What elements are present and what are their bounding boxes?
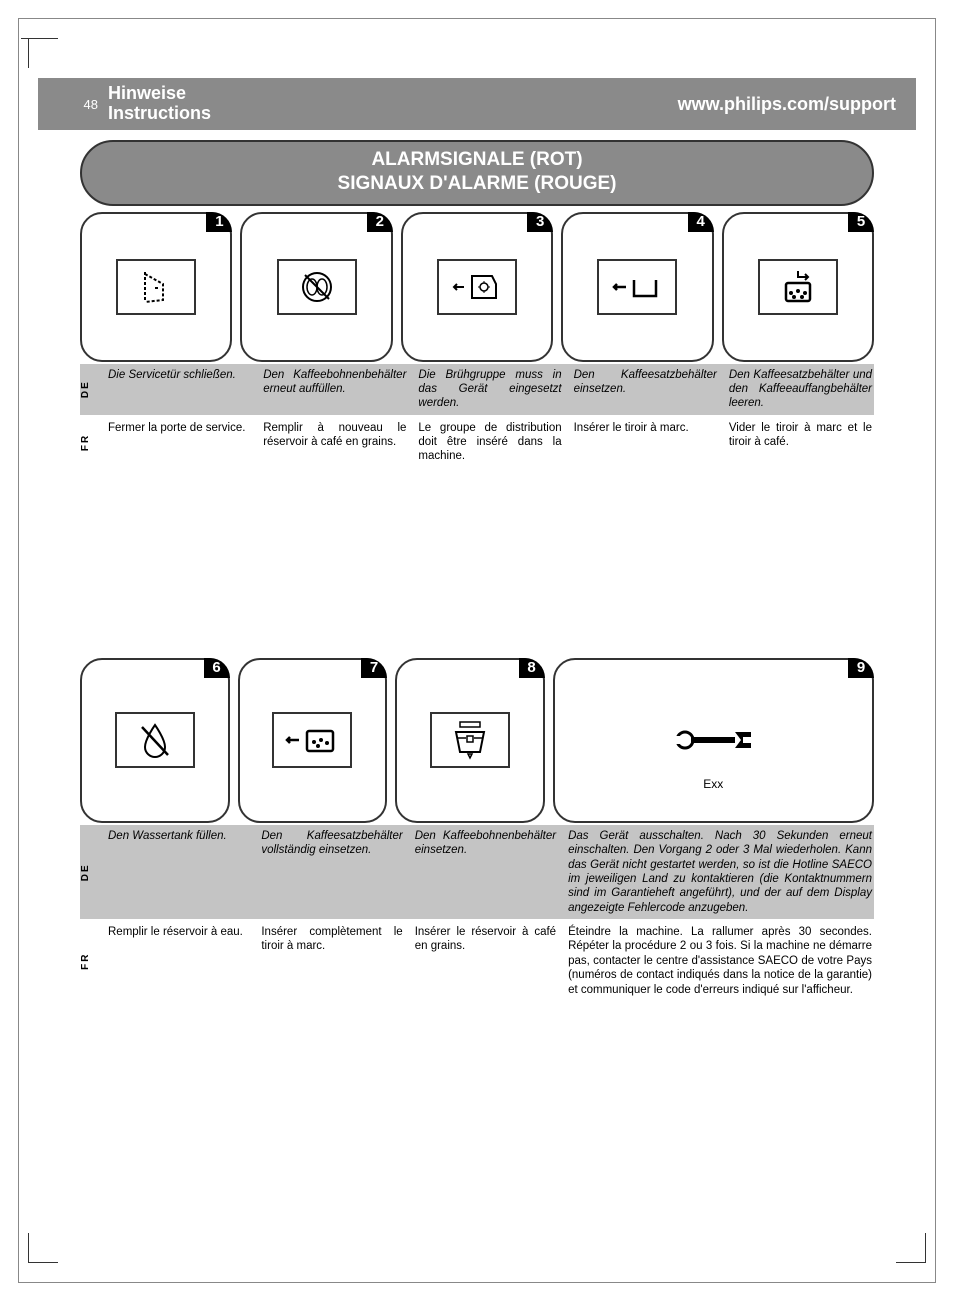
fr-text: Remplir à nouveau le réservoir à café en… bbox=[261, 417, 408, 468]
panel-number: 6 bbox=[204, 658, 230, 678]
alarm-panel-1: 1 bbox=[80, 212, 232, 362]
icon-row-1: 1 2 3 4 5 bbox=[80, 212, 874, 362]
panel-number: 4 bbox=[688, 212, 714, 232]
alarm-panel-7: 7 bbox=[238, 658, 388, 823]
alarm-panel-8: 8 bbox=[395, 658, 545, 823]
de-text: Das Gerät ausschalten. Nach 30 Sekunden … bbox=[566, 825, 874, 919]
de-text: Die Brühgruppe muss in das Gerät eingese… bbox=[416, 364, 563, 415]
panel-number: 9 bbox=[848, 658, 874, 678]
panel-number: 3 bbox=[527, 212, 553, 232]
text-row-de-2: DE Den Wassertank füllen. Den Kaffeesatz… bbox=[80, 825, 874, 919]
fr-text: Vider le tiroir à marc et le tiroir à ca… bbox=[727, 417, 874, 468]
panel-number: 5 bbox=[848, 212, 874, 232]
insert-drawer-icon bbox=[597, 259, 677, 315]
fr-text: Fermer la porte de service. bbox=[106, 417, 253, 468]
de-text: Den Kaffeesatzbehälter vollständig einse… bbox=[259, 825, 404, 919]
title-en: Instructions bbox=[108, 104, 211, 124]
de-text: Den Kaffeebohnenbehälter erneut auffülle… bbox=[261, 364, 408, 415]
service-door-icon bbox=[116, 259, 196, 315]
lang-tab-fr: FR bbox=[80, 921, 98, 1001]
empty-drawer-icon bbox=[758, 259, 838, 315]
alarm-panel-4: 4 bbox=[561, 212, 713, 362]
bean-hopper-icon bbox=[430, 712, 510, 768]
fr-text: Insérer le réservoir à café en grains. bbox=[413, 921, 558, 1001]
de-text: Den Kaffeebohnenbehälter einsetzen. bbox=[413, 825, 558, 919]
alarm-panel-9: 9 Exx bbox=[553, 658, 874, 823]
text-row-fr-2: FR Remplir le réservoir à eau. Insérer c… bbox=[80, 921, 874, 1001]
alarm-banner: ALARMSIGNALE (ROT) SIGNAUX D'ALARME (ROU… bbox=[80, 140, 874, 206]
panel-number: 8 bbox=[519, 658, 545, 678]
banner-line2: SIGNAUX D'ALARME (ROUGE) bbox=[82, 172, 872, 196]
insert-grounds-drawer-icon bbox=[272, 712, 352, 768]
header-bar: 48 Hinweise Instructions www.philips.com… bbox=[38, 78, 916, 130]
page-number: 48 bbox=[38, 97, 108, 112]
fr-text: Insérer complètement le tiroir à marc. bbox=[259, 921, 404, 1001]
de-text: Den Kaffeesatzbehälter und den Kaffeeauf… bbox=[727, 364, 874, 415]
crop-mark bbox=[28, 1233, 58, 1263]
panel-number: 2 bbox=[367, 212, 393, 232]
alarm-panel-2: 2 bbox=[240, 212, 392, 362]
lang-tab-fr: FR bbox=[80, 417, 98, 468]
wrench-icon bbox=[673, 728, 753, 752]
de-text: Den Kaffeesatzbehälter einsetzen. bbox=[572, 364, 719, 415]
banner-line1: ALARMSIGNALE (ROT) bbox=[82, 148, 872, 172]
title-de: Hinweise bbox=[108, 84, 211, 104]
de-text: Die Servicetür schließen. bbox=[106, 364, 253, 415]
fr-text: Remplir le réservoir à eau. bbox=[106, 921, 251, 1001]
no-water-icon bbox=[115, 712, 195, 768]
header-titles: Hinweise Instructions bbox=[108, 84, 211, 124]
de-text: Den Wassertank füllen. bbox=[106, 825, 251, 919]
lang-tab-de: DE bbox=[80, 364, 98, 415]
panel-number: 7 bbox=[361, 658, 387, 678]
fr-text: Insérer le tiroir à marc. bbox=[572, 417, 719, 468]
panel-number: 1 bbox=[206, 212, 232, 232]
error-code-label: Exx bbox=[703, 777, 723, 791]
text-row-fr-1: FR Fermer la porte de service. Remplir à… bbox=[80, 417, 874, 468]
icon-row-2: 6 7 8 9 Exx bbox=[80, 658, 874, 823]
alarm-panel-6: 6 bbox=[80, 658, 230, 823]
crop-mark bbox=[28, 38, 58, 68]
fr-text: Éteindre la machine. La rallumer après 3… bbox=[566, 921, 874, 1001]
content: ALARMSIGNALE (ROT) SIGNAUX D'ALARME (ROU… bbox=[80, 140, 874, 1001]
alarm-panel-5: 5 bbox=[722, 212, 874, 362]
section-2: 6 7 8 9 Exx bbox=[80, 658, 874, 1001]
text-row-de-1: DE Die Servicetür schließen. Den Kaffeeb… bbox=[80, 364, 874, 415]
support-url: www.philips.com/support bbox=[678, 94, 896, 115]
crop-mark bbox=[896, 1233, 926, 1263]
no-beans-icon bbox=[277, 259, 357, 315]
brew-group-icon bbox=[437, 259, 517, 315]
fr-text: Le groupe de distribution doit être insé… bbox=[416, 417, 563, 468]
lang-tab-de: DE bbox=[80, 825, 98, 919]
alarm-panel-3: 3 bbox=[401, 212, 553, 362]
